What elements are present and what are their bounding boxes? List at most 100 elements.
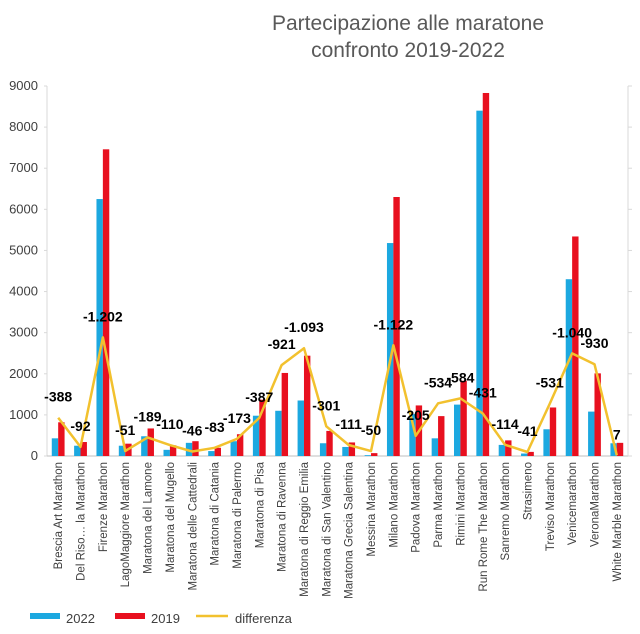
category-label: Maratona del Mugello (165, 462, 177, 573)
bar-2019 (438, 416, 445, 456)
category-label: Maratona di Palermo (232, 462, 244, 569)
category-label: White Marble Marathon (612, 462, 624, 582)
category-label: Maratona di Pisa (254, 461, 266, 548)
category-label: Maratona delle Cattedrali (187, 462, 199, 591)
y-tick-label: 6000 (9, 201, 38, 216)
difference-data-label: -46 (182, 422, 202, 438)
bar-2019 (303, 355, 311, 456)
bar-2022 (163, 449, 170, 456)
category-label: LagoMaggiore Marathon (120, 462, 132, 587)
bar-2022 (454, 404, 461, 456)
bar-2019 (393, 197, 400, 456)
category-label: Parma Marathon (433, 462, 445, 548)
difference-data-label: -111 (335, 416, 362, 432)
bar-2019 (460, 380, 467, 456)
bar-2022 (565, 279, 573, 456)
difference-data-label: -205 (402, 407, 430, 423)
difference-data-label: -114 (491, 416, 518, 432)
category-label: Milano Marathon (388, 462, 400, 548)
difference-line-group (57, 336, 619, 456)
difference-data-label: -388 (44, 389, 72, 405)
bar-2019 (80, 442, 87, 456)
category-label: Padova Marathon (411, 462, 423, 553)
difference-data-label: -83 (204, 419, 224, 435)
y-tick-label: 0 (31, 448, 38, 463)
category-label: Del Riso… la Marathon (76, 462, 88, 581)
bar-2022 (342, 446, 349, 456)
difference-data-label: -584 (446, 369, 474, 385)
difference-data-label: -189 (134, 408, 162, 424)
bar-2022 (275, 410, 282, 456)
category-label: Brescia Art Marathon (53, 462, 65, 569)
category-label: Venicemarathon (567, 462, 579, 545)
difference-data-label: -387 (245, 389, 273, 405)
difference-data-label: -41 (517, 423, 537, 439)
difference-data-label: -921 (268, 336, 296, 352)
bar-2019 (348, 442, 356, 456)
difference-data-label: -930 (580, 335, 608, 351)
y-tick-label: 3000 (9, 325, 38, 340)
y-tick-label: 4000 (9, 284, 38, 299)
bar-2022 (364, 455, 372, 456)
legend: 2022 2019 differenza (30, 611, 293, 626)
bar-2019 (281, 372, 289, 456)
category-label: Run Rome The Marathon (478, 462, 490, 592)
bar-2022 (610, 443, 617, 456)
bar-2019 (549, 407, 557, 456)
bar-2022 (297, 400, 304, 456)
difference-data-label: -50 (361, 422, 381, 438)
category-labels-group: Brescia Art Marathon Del Riso… la Maratho… (53, 461, 624, 598)
bar-2019 (236, 434, 244, 456)
category-label: Treviso Marathon (545, 462, 557, 551)
category-label: Maratona di Catania (210, 461, 222, 565)
difference-data-label: -431 (469, 384, 497, 400)
bar-2019 (527, 451, 534, 456)
difference-data-label: 7 (613, 426, 621, 442)
bar-2022 (141, 436, 148, 456)
difference-line (57, 336, 619, 456)
category-label: Maratona Grecia Salentina (344, 461, 356, 598)
bar-2022 (51, 438, 59, 456)
bar-2022 (118, 445, 126, 456)
bar-2019 (326, 430, 333, 456)
bar-2022 (96, 199, 103, 457)
bar-2022 (521, 453, 528, 456)
difference-data-label: -1.093 (284, 319, 324, 335)
difference-data-label: -301 (312, 397, 340, 413)
category-label: Sanremo Marathon (500, 462, 512, 560)
bar-2019 (192, 441, 199, 456)
difference-data-label: -1.040 (552, 324, 592, 340)
category-label: VeronaMarathon (589, 462, 601, 547)
bar-2019 (482, 92, 490, 456)
bar-2019 (102, 149, 110, 457)
y-tick-label: 8000 (9, 119, 38, 134)
bar-2022 (543, 429, 550, 456)
difference-data-label: -51 (115, 422, 135, 438)
legend-label-2022: 2022 (66, 611, 95, 626)
legend-swatch-2022 (30, 613, 60, 619)
bar-2019 (616, 442, 624, 456)
bar-2022 (431, 438, 439, 456)
bar-2019 (371, 453, 378, 456)
difference-labels-group: -388 -92 -1.202 -51-189-110-46 -83-173 -387 -9… (44, 308, 621, 442)
difference-data-label: -1.202 (83, 308, 123, 324)
bar-2022 (74, 445, 81, 456)
category-label: Maratona del Lamone (143, 462, 155, 574)
difference-data-label: -1.122 (374, 316, 414, 332)
difference-data-label: -92 (70, 418, 90, 434)
bar-2022 (252, 415, 260, 456)
category-label: Messina Marathon (366, 462, 378, 557)
bar-2019 (259, 399, 266, 456)
difference-data-label: -534 (424, 374, 452, 390)
bar-2019 (214, 447, 221, 456)
legend-label-2019: 2019 (151, 611, 180, 626)
legend-label-differenza: differenza (235, 611, 293, 626)
difference-data-label: -531 (536, 375, 564, 391)
bar-2022 (588, 411, 595, 456)
bar-2019 (572, 236, 579, 456)
y-tick-label: 7000 (9, 160, 38, 175)
bar-2022 (386, 243, 394, 456)
category-label: Rimini Marathon (455, 462, 467, 546)
category-label: Maratona di San Valentino (321, 462, 333, 597)
category-label: Maratona di Reggio Emilia (299, 461, 311, 596)
